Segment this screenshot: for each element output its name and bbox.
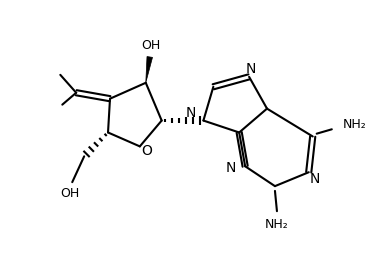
Text: N: N: [246, 62, 256, 76]
Text: OH: OH: [61, 187, 80, 200]
Text: NH₂: NH₂: [343, 118, 366, 131]
Text: N: N: [186, 106, 196, 120]
Polygon shape: [146, 57, 152, 83]
Text: O: O: [141, 144, 152, 158]
Text: OH: OH: [141, 39, 160, 52]
Text: N: N: [310, 172, 320, 186]
Text: N: N: [226, 161, 236, 175]
Text: NH₂: NH₂: [265, 218, 289, 231]
